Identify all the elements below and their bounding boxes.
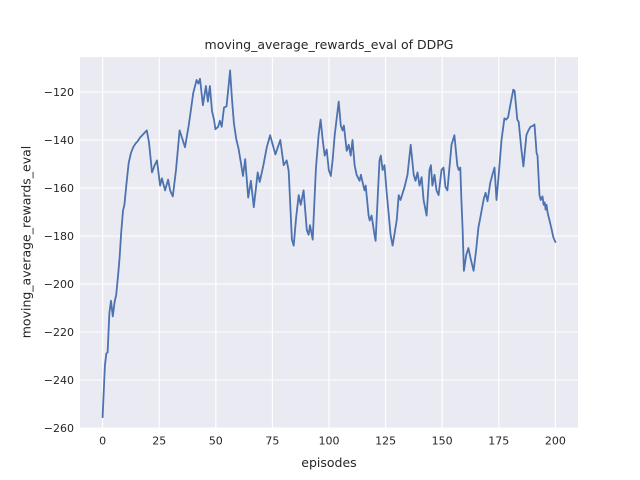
y-tick-label: −140: [44, 134, 74, 147]
x-tick-label: 200: [545, 435, 566, 448]
y-tick-label: −200: [44, 278, 74, 291]
y-tick-label: −120: [44, 86, 74, 99]
y-tick-label: −160: [44, 182, 74, 195]
x-tick-label: 25: [152, 435, 166, 448]
y-tick-label: −260: [44, 422, 74, 435]
chart-title: moving_average_rewards_eval of DDPG: [204, 37, 454, 52]
x-tick-label: 175: [488, 435, 509, 448]
x-tick-label: 125: [375, 435, 396, 448]
x-tick-label: 0: [99, 435, 106, 448]
y-tick-label: −180: [44, 230, 74, 243]
data-line: [101, 69, 557, 419]
y-axis-label: moving_average_rewards_eval: [18, 145, 34, 339]
x-tick-label: 150: [432, 435, 453, 448]
x-tick-label: 100: [319, 435, 340, 448]
y-tick-label: −240: [44, 374, 74, 387]
x-tick-label: 75: [265, 435, 279, 448]
x-axis-label: episodes: [301, 455, 357, 470]
x-tick-label: 50: [209, 435, 223, 448]
y-tick-label: −220: [44, 326, 74, 339]
